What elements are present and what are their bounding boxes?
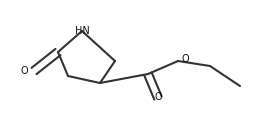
Text: O: O <box>20 66 28 76</box>
Text: O: O <box>154 92 162 102</box>
Text: HN: HN <box>75 26 89 36</box>
Text: O: O <box>181 54 189 64</box>
